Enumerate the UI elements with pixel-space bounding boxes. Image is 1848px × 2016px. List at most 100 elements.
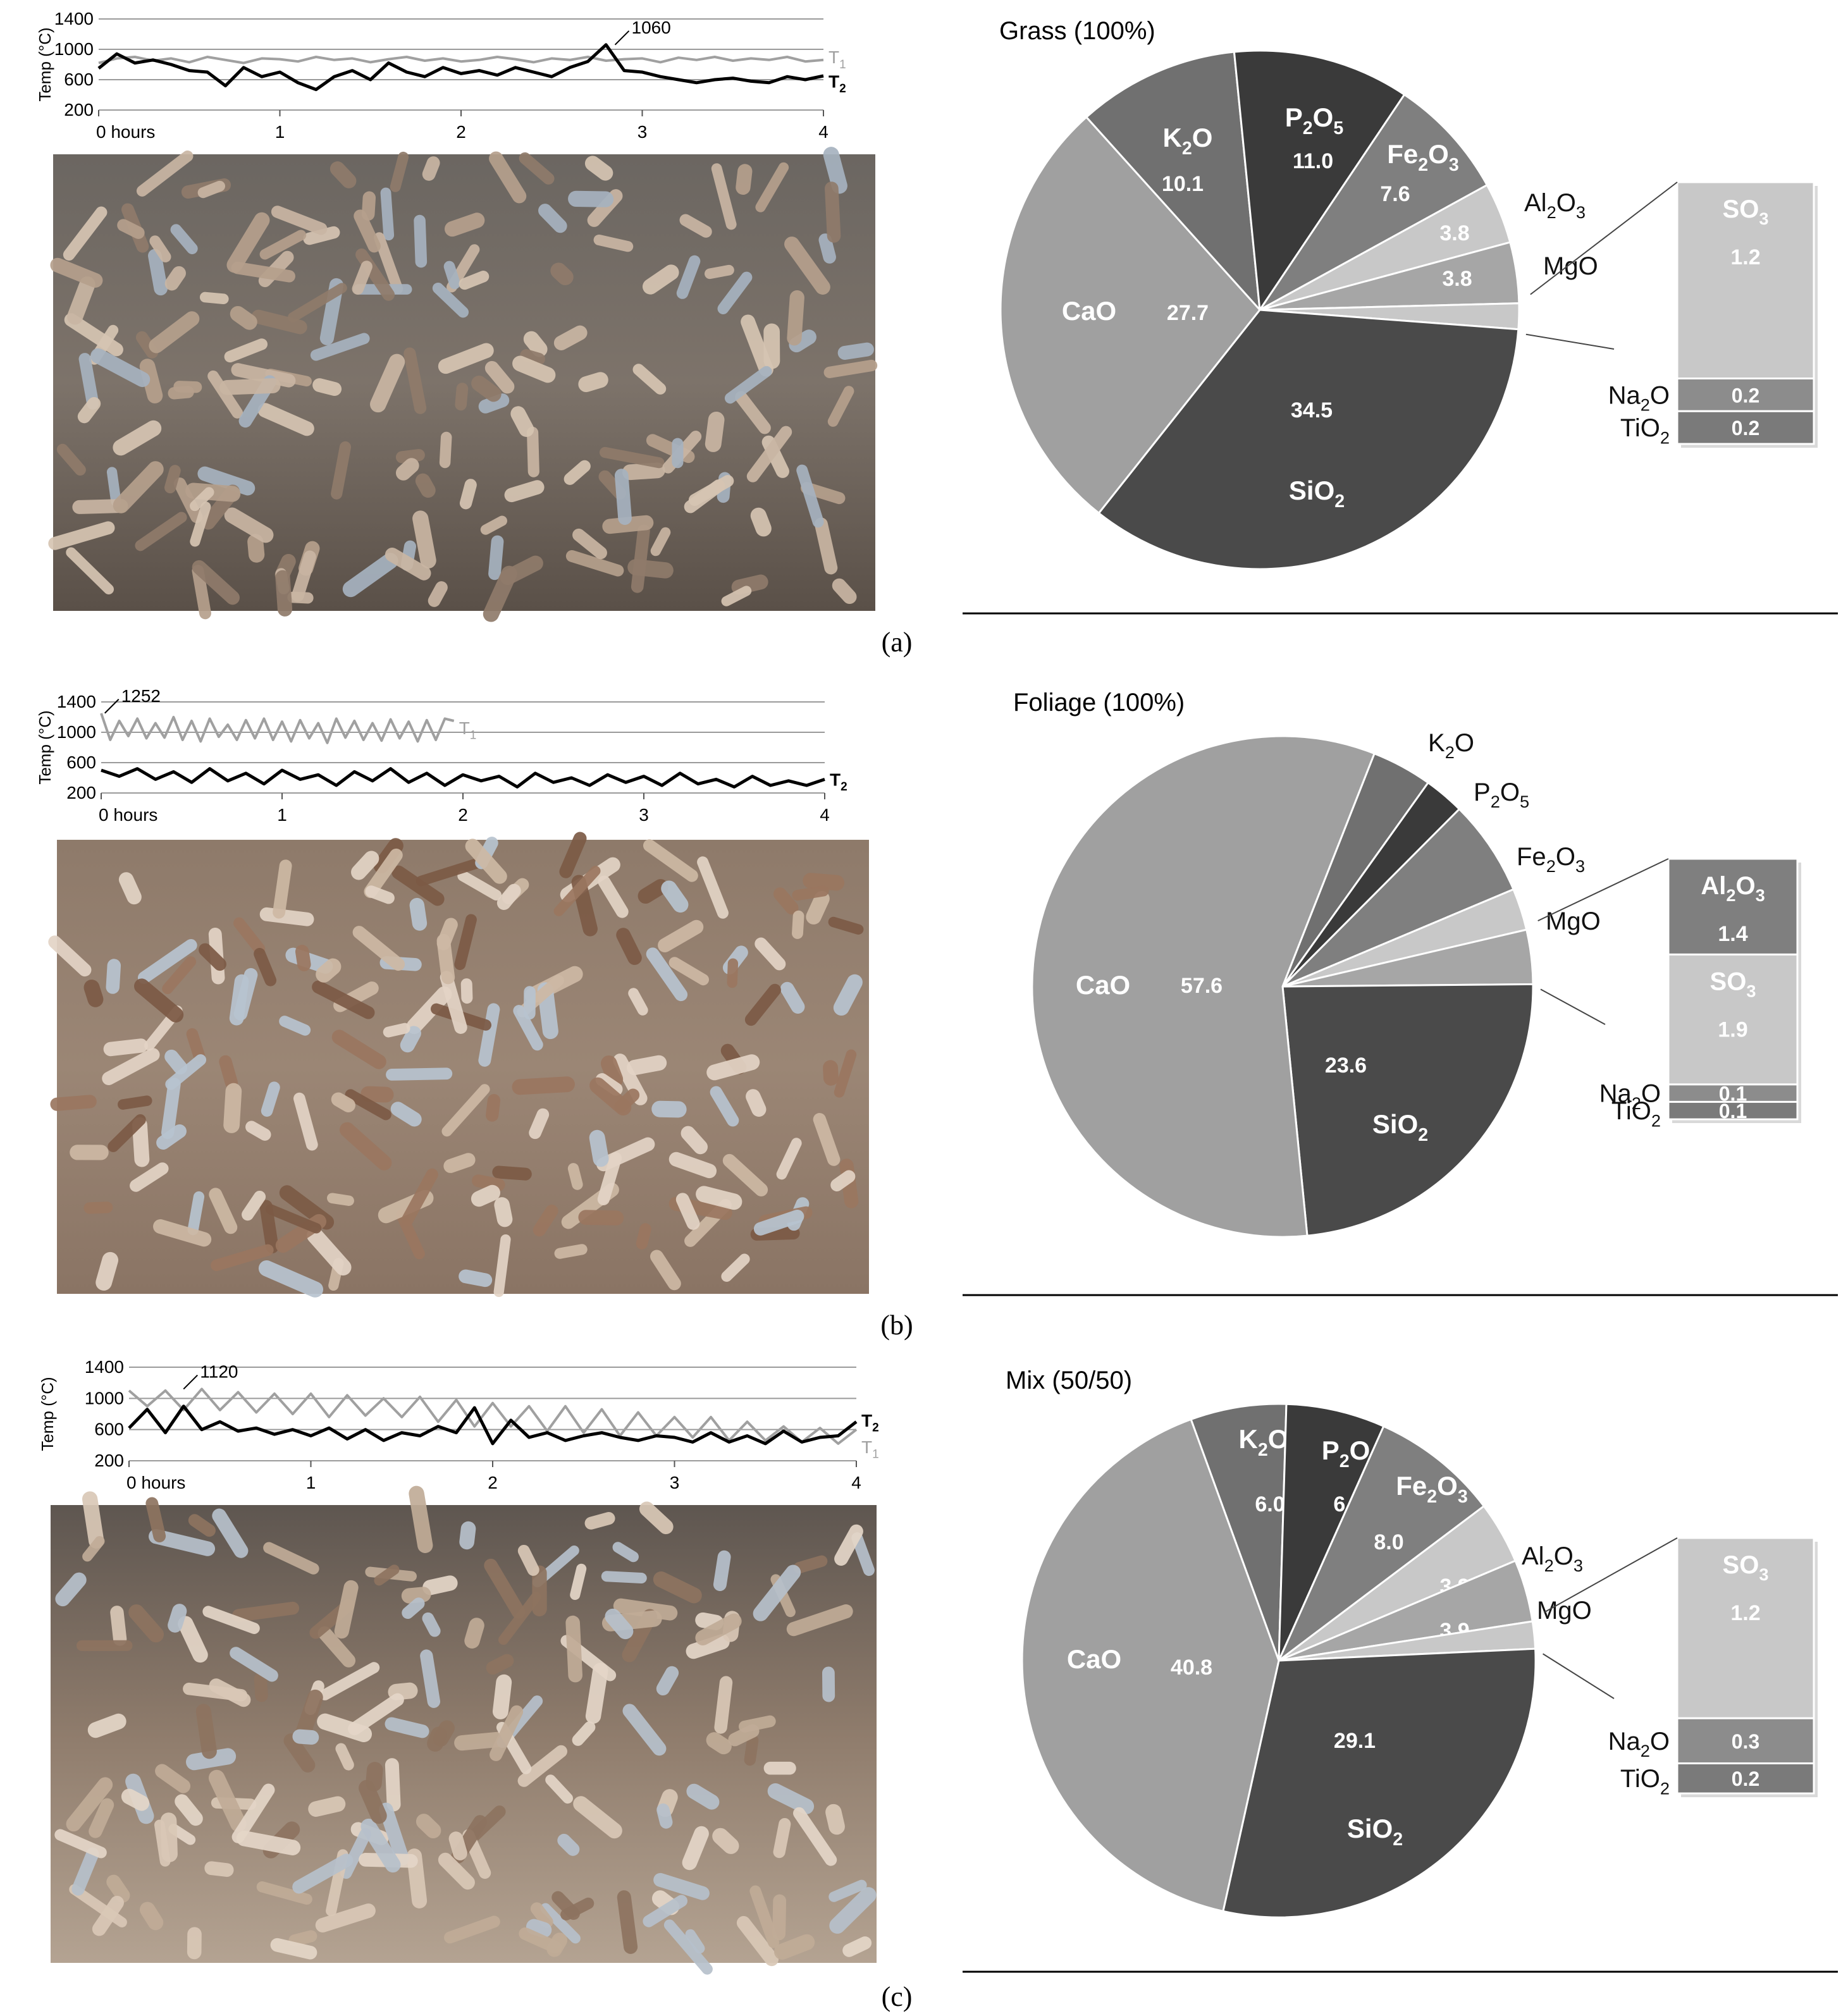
pellet bbox=[202, 1606, 260, 1634]
pellet-photo-b bbox=[48, 832, 869, 1298]
pellet bbox=[617, 1890, 638, 1954]
pellet bbox=[656, 1666, 679, 1696]
pellet bbox=[767, 1783, 815, 1814]
pellet bbox=[696, 1186, 742, 1210]
pellet bbox=[288, 283, 347, 323]
breakout-name-tio2: TiO2 bbox=[1620, 414, 1670, 447]
pellet bbox=[156, 1124, 187, 1150]
pellet bbox=[415, 473, 436, 498]
x-tick-label: 2 bbox=[488, 1473, 498, 1492]
pellet bbox=[638, 879, 668, 904]
pellet bbox=[697, 856, 729, 919]
series-line-t1 bbox=[128, 1387, 858, 1445]
pellet bbox=[651, 1100, 687, 1118]
pellet bbox=[570, 1563, 587, 1601]
slice-value-fe2o3: 7.6 bbox=[1380, 182, 1410, 206]
pellet bbox=[416, 858, 483, 887]
pellet bbox=[727, 958, 739, 988]
pellet bbox=[242, 1190, 266, 1221]
breakout-value-al2o3: 1.4 bbox=[1718, 922, 1747, 946]
pellet bbox=[231, 1783, 275, 1843]
pellet bbox=[685, 1929, 705, 1954]
pellet bbox=[464, 1618, 484, 1649]
x-tick-label: 2 bbox=[458, 805, 468, 825]
pellet bbox=[601, 1571, 647, 1583]
pellet bbox=[70, 1145, 109, 1160]
pellet bbox=[110, 1606, 127, 1646]
pellet bbox=[510, 406, 534, 437]
pellet bbox=[776, 1138, 802, 1180]
pellet bbox=[231, 1601, 300, 1622]
pellet bbox=[710, 1086, 739, 1127]
pellet bbox=[211, 1244, 274, 1272]
annotation-label: 1060 bbox=[632, 18, 671, 37]
pellet bbox=[263, 1542, 319, 1575]
breakout-value-tio2: 0.1 bbox=[1719, 1100, 1747, 1122]
pellet bbox=[414, 214, 428, 268]
pellet bbox=[643, 1895, 688, 1927]
pellet bbox=[385, 548, 431, 581]
pellet bbox=[118, 872, 142, 905]
pellet bbox=[459, 1521, 476, 1550]
pellet bbox=[646, 947, 688, 1002]
slice-value-fe2o3: 8.0 bbox=[1374, 1530, 1403, 1554]
pellet bbox=[106, 1874, 130, 1903]
pellet bbox=[735, 391, 771, 434]
pellet bbox=[589, 1129, 609, 1167]
pellet bbox=[741, 314, 773, 377]
slice-value-sio2: 29.1 bbox=[1334, 1729, 1376, 1753]
pellet-photo-a bbox=[48, 147, 878, 622]
series-label-t1: T1 bbox=[459, 718, 477, 742]
pellet bbox=[602, 515, 654, 534]
pellet bbox=[293, 1092, 318, 1151]
pellet bbox=[460, 978, 473, 1004]
pellet bbox=[317, 1626, 356, 1668]
pellet bbox=[71, 1847, 99, 1896]
pellet bbox=[656, 1803, 673, 1829]
pellet bbox=[728, 1724, 760, 1747]
pellet bbox=[789, 329, 816, 353]
pellet bbox=[806, 890, 830, 925]
slice-value-k2o: 6.0 bbox=[1255, 1492, 1284, 1516]
series-line-t2 bbox=[101, 767, 825, 789]
pellet bbox=[717, 271, 753, 314]
pellet bbox=[308, 1796, 346, 1817]
pellet bbox=[721, 1253, 750, 1282]
breakout-segment-al2o3 bbox=[1667, 857, 1799, 956]
pellet bbox=[773, 887, 799, 915]
pellet bbox=[524, 986, 536, 1020]
pellet bbox=[706, 1054, 760, 1081]
pellet bbox=[711, 163, 737, 230]
pellet bbox=[291, 550, 316, 602]
pellet bbox=[559, 832, 587, 878]
pellet bbox=[55, 1572, 87, 1607]
pellet bbox=[763, 1761, 796, 1775]
y-tick-label: 600 bbox=[64, 70, 94, 89]
pellet bbox=[681, 1126, 708, 1155]
pellet bbox=[236, 1830, 301, 1855]
pellet bbox=[523, 331, 548, 357]
pellet bbox=[292, 1853, 354, 1894]
series-label-t2: T2 bbox=[861, 1411, 879, 1435]
pellet bbox=[354, 209, 381, 253]
pellet bbox=[784, 237, 830, 295]
pellet bbox=[478, 1003, 500, 1067]
pellet bbox=[135, 512, 187, 551]
pellet bbox=[679, 214, 712, 238]
pie-chart-mix: Mix (50/50)K2O6.0P2O56.2Fe2O38.03.9Al2O3… bbox=[1006, 1367, 1818, 1919]
pellet bbox=[270, 1938, 317, 1960]
y-tick-label: 600 bbox=[66, 753, 96, 772]
pellet bbox=[584, 1512, 615, 1530]
pellet bbox=[599, 446, 665, 469]
pellet bbox=[443, 1153, 476, 1173]
pellet bbox=[513, 1005, 543, 1051]
x-tick-label: 3 bbox=[638, 122, 648, 142]
pellet bbox=[63, 206, 108, 261]
pellet bbox=[186, 1748, 237, 1771]
breakout-segment-so3 bbox=[1676, 181, 1815, 379]
pellet bbox=[622, 1704, 667, 1756]
pellet bbox=[721, 586, 752, 606]
slice-name-cao: CaO bbox=[1076, 970, 1130, 1000]
breakout-name-na2o: Na2O bbox=[1608, 1728, 1670, 1761]
pellet bbox=[229, 974, 249, 1026]
